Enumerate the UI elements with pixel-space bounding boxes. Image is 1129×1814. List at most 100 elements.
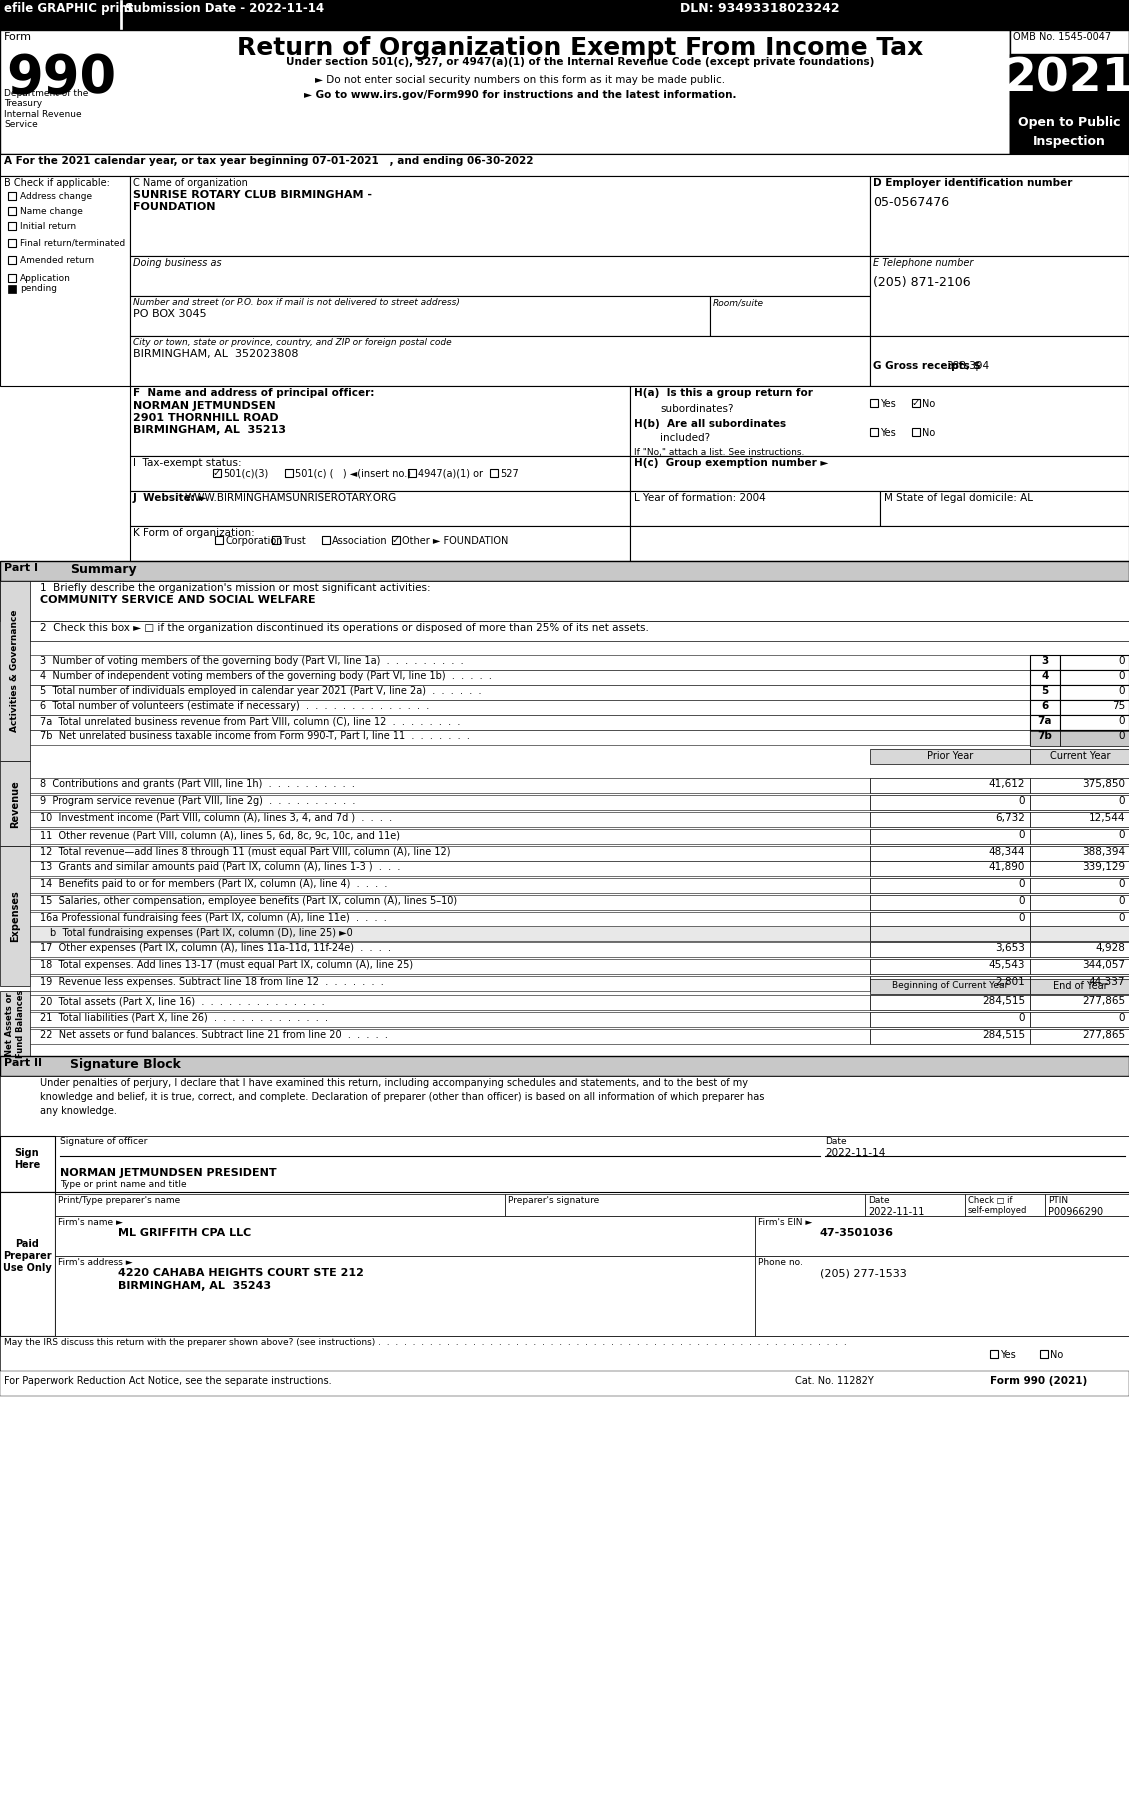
Bar: [0, 31, 1010, 154]
Bar: [755, 1215, 1129, 1255]
Text: 344,057: 344,057: [1082, 960, 1124, 970]
Bar: [322, 535, 330, 544]
Text: 0: 0: [1119, 717, 1124, 726]
Text: Doing business as: Doing business as: [133, 258, 221, 268]
Text: Yes: Yes: [879, 428, 895, 437]
Text: (205) 277-1533: (205) 277-1533: [820, 1268, 907, 1279]
Bar: [870, 894, 1030, 911]
Text: Inspection: Inspection: [1033, 134, 1105, 149]
Text: 6: 6: [1041, 700, 1049, 711]
Bar: [912, 399, 920, 406]
Bar: [408, 470, 415, 477]
Bar: [755, 1255, 1129, 1335]
Text: 7a  Total unrelated business revenue from Part VIII, column (C), line 12  .  .  : 7a Total unrelated business revenue from…: [40, 717, 461, 726]
Text: Number and street (or P.O. box if mail is not delivered to street address): Number and street (or P.O. box if mail i…: [133, 297, 460, 307]
Text: 277,865: 277,865: [1082, 996, 1124, 1007]
Text: 21  Total liabilities (Part X, line 26)  .  .  .  .  .  .  .  .  .  .  .  .  .: 21 Total liabilities (Part X, line 26) .…: [40, 1012, 329, 1023]
Text: 2  Check this box ► □ if the organization discontinued its operations or dispose: 2 Check this box ► □ if the organization…: [40, 622, 649, 633]
Text: Sign
Here: Sign Here: [14, 1148, 41, 1170]
Bar: [0, 154, 1129, 176]
Text: 0: 0: [1119, 796, 1124, 805]
Text: 0: 0: [1119, 896, 1124, 905]
Bar: [285, 470, 294, 477]
Text: DLN: 93493318023242: DLN: 93493318023242: [680, 2, 840, 15]
Bar: [130, 492, 630, 526]
Bar: [990, 1350, 998, 1359]
Bar: [8, 274, 16, 281]
Text: 12  Total revenue—add lines 8 through 11 (must equal Part VIII, column (A), line: 12 Total revenue—add lines 8 through 11 …: [40, 847, 450, 856]
Text: ► Go to www.irs.gov/Form990 for instructions and the latest information.: ► Go to www.irs.gov/Form990 for instruct…: [304, 91, 736, 100]
Bar: [870, 428, 878, 435]
Text: 7a: 7a: [1038, 717, 1052, 726]
Text: subordinates?: subordinates?: [660, 405, 734, 414]
Bar: [215, 535, 224, 544]
Text: 48,344: 48,344: [989, 847, 1025, 856]
Text: C Name of organization: C Name of organization: [133, 178, 248, 189]
Text: WWW.BIRMINGHAMSUNRISEROTARY.ORG: WWW.BIRMINGHAMSUNRISEROTARY.ORG: [185, 493, 397, 502]
Text: 7b  Net unrelated business taxable income from Form 990-T, Part I, line 11  .  .: 7b Net unrelated business taxable income…: [40, 731, 470, 740]
Text: 0: 0: [1119, 880, 1124, 889]
Text: Form: Form: [5, 33, 32, 42]
Bar: [130, 176, 870, 256]
Text: 4: 4: [1041, 671, 1049, 680]
Bar: [272, 535, 280, 544]
Text: 0: 0: [1119, 1012, 1124, 1023]
Text: 9  Program service revenue (Part VIII, line 2g)  .  .  .  .  .  .  .  .  .  .: 9 Program service revenue (Part VIII, li…: [40, 796, 356, 805]
Text: A For the 2021 calendar year, or tax year beginning 07-01-2021   , and ending 06: A For the 2021 calendar year, or tax yea…: [5, 156, 534, 167]
Text: Signature Block: Signature Block: [70, 1058, 181, 1070]
Bar: [870, 1029, 1030, 1045]
Bar: [630, 492, 879, 526]
Text: No: No: [1050, 1350, 1064, 1360]
Bar: [55, 1255, 755, 1335]
Text: 4  Number of independent voting members of the governing body (Part VI, line 1b): 4 Number of independent voting members o…: [40, 671, 492, 680]
Text: 6,732: 6,732: [995, 813, 1025, 824]
Bar: [870, 925, 1030, 941]
Bar: [130, 526, 630, 561]
Text: 7b: 7b: [1038, 731, 1052, 740]
Text: 0: 0: [1119, 831, 1124, 840]
Text: Preparer's signature: Preparer's signature: [508, 1195, 599, 1204]
Bar: [1030, 912, 1129, 927]
Text: 4,928: 4,928: [1095, 943, 1124, 952]
Text: 44,337: 44,337: [1088, 978, 1124, 987]
Bar: [1030, 778, 1129, 793]
Bar: [30, 686, 1030, 700]
Text: 14  Benefits paid to or for members (Part IX, column (A), line 4)  .  .  .  .: 14 Benefits paid to or for members (Part…: [40, 880, 387, 889]
Text: Open to Public: Open to Public: [1017, 116, 1120, 129]
Bar: [1030, 700, 1060, 715]
Text: P00966290: P00966290: [1048, 1206, 1103, 1217]
Bar: [870, 960, 1030, 974]
Bar: [30, 862, 870, 876]
Text: 388,394: 388,394: [946, 361, 989, 372]
Bar: [870, 996, 1030, 1010]
Text: 22  Net assets or fund balances. Subtract line 21 from line 20  .  .  .  .  .: 22 Net assets or fund balances. Subtract…: [40, 1030, 388, 1039]
Text: Beginning of Current Year: Beginning of Current Year: [892, 981, 1008, 990]
Bar: [870, 749, 1030, 764]
Text: 4220 CAHABA HEIGHTS COURT STE 212: 4220 CAHABA HEIGHTS COURT STE 212: [119, 1268, 364, 1279]
Bar: [0, 1335, 1129, 1371]
Text: ✓: ✓: [212, 468, 221, 479]
Bar: [1030, 976, 1129, 990]
Bar: [490, 470, 498, 477]
Bar: [870, 399, 878, 406]
Bar: [55, 1194, 505, 1215]
Bar: [8, 239, 16, 247]
Bar: [1010, 31, 1129, 154]
Text: Expenses: Expenses: [10, 891, 20, 941]
Bar: [0, 1056, 1129, 1076]
Text: 4947(a)(1) or: 4947(a)(1) or: [418, 470, 483, 479]
Bar: [0, 990, 30, 1056]
Text: 41,612: 41,612: [989, 778, 1025, 789]
Text: 45,543: 45,543: [989, 960, 1025, 970]
Bar: [870, 1012, 1030, 1027]
Text: No: No: [922, 428, 935, 437]
Text: Part II: Part II: [5, 1058, 42, 1068]
Bar: [130, 296, 710, 336]
Text: ML GRIFFITH CPA LLC: ML GRIFFITH CPA LLC: [119, 1228, 252, 1237]
Text: Paid
Preparer
Use Only: Paid Preparer Use Only: [2, 1239, 52, 1273]
Text: 15  Salaries, other compensation, employee benefits (Part IX, column (A), lines : 15 Salaries, other compensation, employe…: [40, 896, 457, 905]
Text: 18  Total expenses. Add lines 13-17 (must equal Part IX, column (A), line 25): 18 Total expenses. Add lines 13-17 (must…: [40, 960, 413, 970]
Bar: [870, 256, 1129, 336]
Bar: [1060, 700, 1129, 715]
Text: 0: 0: [1018, 880, 1025, 889]
